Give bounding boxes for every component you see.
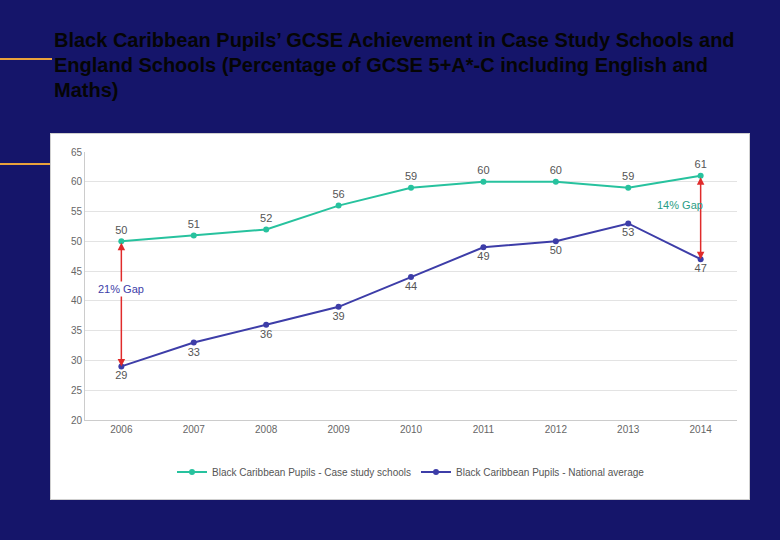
- svg-text:59: 59: [622, 170, 634, 182]
- svg-text:53: 53: [622, 226, 634, 238]
- svg-text:39: 39: [332, 310, 344, 322]
- svg-text:45: 45: [71, 266, 83, 277]
- svg-text:52: 52: [260, 212, 272, 224]
- svg-text:25: 25: [71, 385, 83, 396]
- html-text:Black Caribbean Pupils’ GCSE A: Black Caribbean Pupils’ GCSE Achievement…: [54, 29, 735, 101]
- svg-text:65: 65: [71, 147, 83, 158]
- svg-text:21% Gap: 21% Gap: [98, 283, 144, 295]
- svg-text:60: 60: [550, 164, 562, 176]
- svg-text:Black Caribbean Pupils - Case: Black Caribbean Pupils - Case study scho…: [212, 467, 411, 478]
- svg-text:40: 40: [71, 295, 83, 306]
- svg-text:20: 20: [71, 415, 83, 426]
- svg-text:2011: 2011: [473, 424, 495, 435]
- svg-text:59: 59: [405, 170, 417, 182]
- svg-text:50: 50: [71, 236, 83, 247]
- svg-text:50: 50: [550, 244, 562, 256]
- svg-text:56: 56: [332, 188, 344, 200]
- svg-text:55: 55: [71, 206, 83, 217]
- svg-text:50: 50: [115, 224, 127, 236]
- svg-text:2013: 2013: [617, 424, 640, 435]
- svg-text:2006: 2006: [110, 424, 133, 435]
- svg-text:60: 60: [477, 164, 489, 176]
- svg-text:36: 36: [260, 328, 272, 340]
- svg-text:2008: 2008: [255, 424, 278, 435]
- svg-text:Black Caribbean Pupils - Natio: Black Caribbean Pupils - National averag…: [456, 467, 644, 478]
- svg-text:14% Gap: 14% Gap: [657, 199, 703, 211]
- svg-text:2012: 2012: [545, 424, 568, 435]
- svg-text:2009: 2009: [327, 424, 350, 435]
- svg-text:49: 49: [477, 250, 489, 262]
- svg-text:61: 61: [695, 158, 707, 170]
- svg-text:30: 30: [71, 355, 83, 366]
- svg-text:60: 60: [71, 176, 83, 187]
- svg-text:2010: 2010: [400, 424, 423, 435]
- svg-text:29: 29: [115, 369, 127, 381]
- svg-text:47: 47: [695, 262, 707, 274]
- svg-text:2007: 2007: [183, 424, 206, 435]
- svg-text:51: 51: [188, 218, 200, 230]
- svg-text:35: 35: [71, 325, 83, 336]
- svg-text:33: 33: [188, 346, 200, 358]
- svg-text:2014: 2014: [690, 424, 713, 435]
- svg-text:44: 44: [405, 280, 417, 292]
